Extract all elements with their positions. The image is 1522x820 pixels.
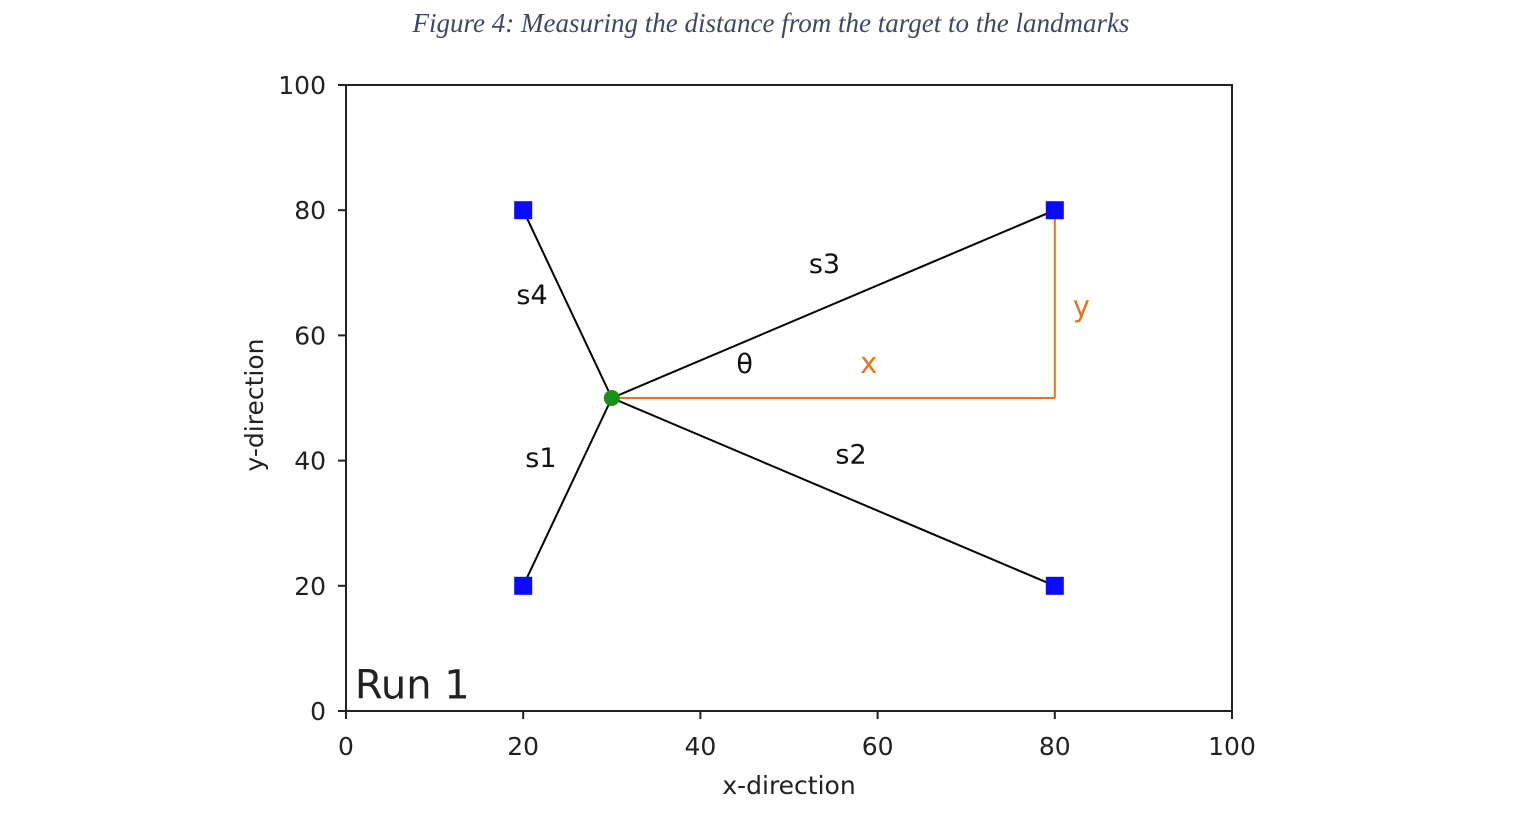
segment-line-s1: [522, 397, 613, 587]
segment-label-s4: s4: [516, 280, 547, 311]
segment-label-s2: s2: [835, 440, 866, 471]
y-tick-label: 40: [294, 447, 326, 476]
y-axis-label: y-direction: [240, 339, 269, 472]
segment-line-s2: [611, 397, 1056, 587]
x-tick-label: 60: [862, 732, 894, 761]
landmark-marker: [514, 576, 533, 595]
run-label: Run 1: [355, 662, 470, 708]
x-axis-label: x-direction: [722, 771, 855, 800]
landmark-marker: [1045, 576, 1064, 595]
y-tick-label: 100: [278, 71, 326, 100]
segment-label-s3: s3: [809, 249, 840, 280]
segment-label-s1: s1: [525, 443, 556, 474]
y-tick-label: 20: [294, 572, 326, 601]
y-tick-label: 60: [294, 321, 326, 350]
x-tick-label: 80: [1039, 732, 1071, 761]
figure-caption: Figure 4: Measuring the distance from th…: [412, 8, 1130, 38]
x-tick-label: 40: [684, 732, 716, 761]
landmark-marker: [514, 201, 533, 220]
y-tick-label: 80: [294, 196, 326, 225]
x-tick-label: 20: [507, 732, 539, 761]
segment-line-s3: [611, 209, 1056, 399]
target-marker: [603, 390, 620, 406]
y-component-label: y: [1073, 290, 1090, 324]
theta-label: θ: [736, 349, 753, 380]
x-tick-label: 100: [1208, 732, 1256, 761]
x-component-label: x: [860, 346, 877, 380]
x-tick-label: 0: [338, 732, 354, 761]
y-tick-label: 0: [310, 697, 326, 726]
segment-line-s4: [522, 209, 613, 399]
landmark-marker: [1045, 201, 1064, 220]
